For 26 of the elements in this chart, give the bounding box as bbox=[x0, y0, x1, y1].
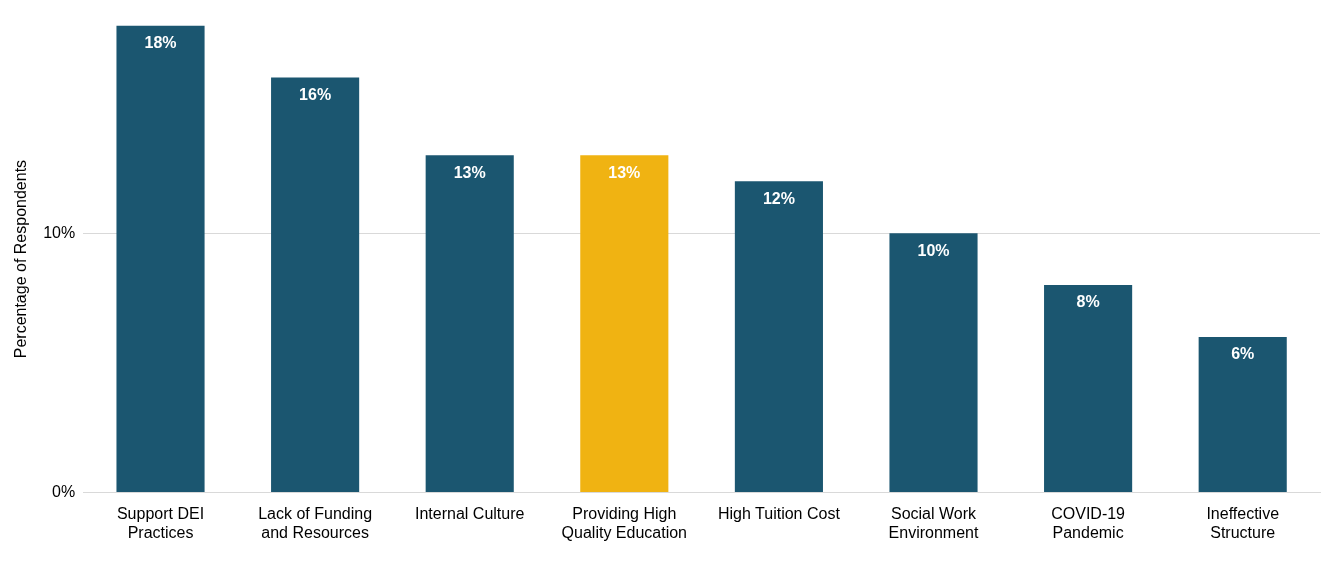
bar bbox=[580, 155, 669, 493]
bar bbox=[889, 233, 978, 493]
bar bbox=[1044, 285, 1133, 493]
data-label: 18% bbox=[144, 34, 177, 52]
y-axis-title: Percentage of Respondents bbox=[12, 159, 30, 359]
data-label: 6% bbox=[1231, 345, 1255, 363]
data-label: 13% bbox=[453, 163, 486, 181]
x-tick-label: Ineffective Structure bbox=[1206, 504, 1280, 541]
x-tick-label: COVID-19 Pandemic bbox=[1051, 504, 1126, 541]
bar bbox=[271, 77, 360, 493]
x-tick-label: Support DEI Practices bbox=[116, 504, 205, 541]
data-label: 10% bbox=[917, 241, 950, 259]
bar bbox=[1198, 336, 1287, 493]
data-label: 12% bbox=[762, 189, 795, 207]
x-tick-label: Providing High Quality Education bbox=[561, 504, 688, 541]
bar bbox=[734, 181, 823, 493]
x-tick-label: Lack of Funding and Resources bbox=[258, 504, 373, 541]
x-tick-label: Internal Culture bbox=[415, 504, 525, 522]
bar bbox=[425, 155, 514, 493]
data-label: 16% bbox=[299, 85, 332, 103]
data-label: 13% bbox=[608, 163, 641, 181]
x-tick-label: High Tuition Cost bbox=[717, 504, 841, 522]
x-tick-label: Social Work Environment bbox=[888, 504, 979, 541]
y-tick-label: 0% bbox=[52, 483, 76, 501]
data-label: 8% bbox=[1076, 293, 1100, 311]
bar bbox=[116, 25, 205, 493]
